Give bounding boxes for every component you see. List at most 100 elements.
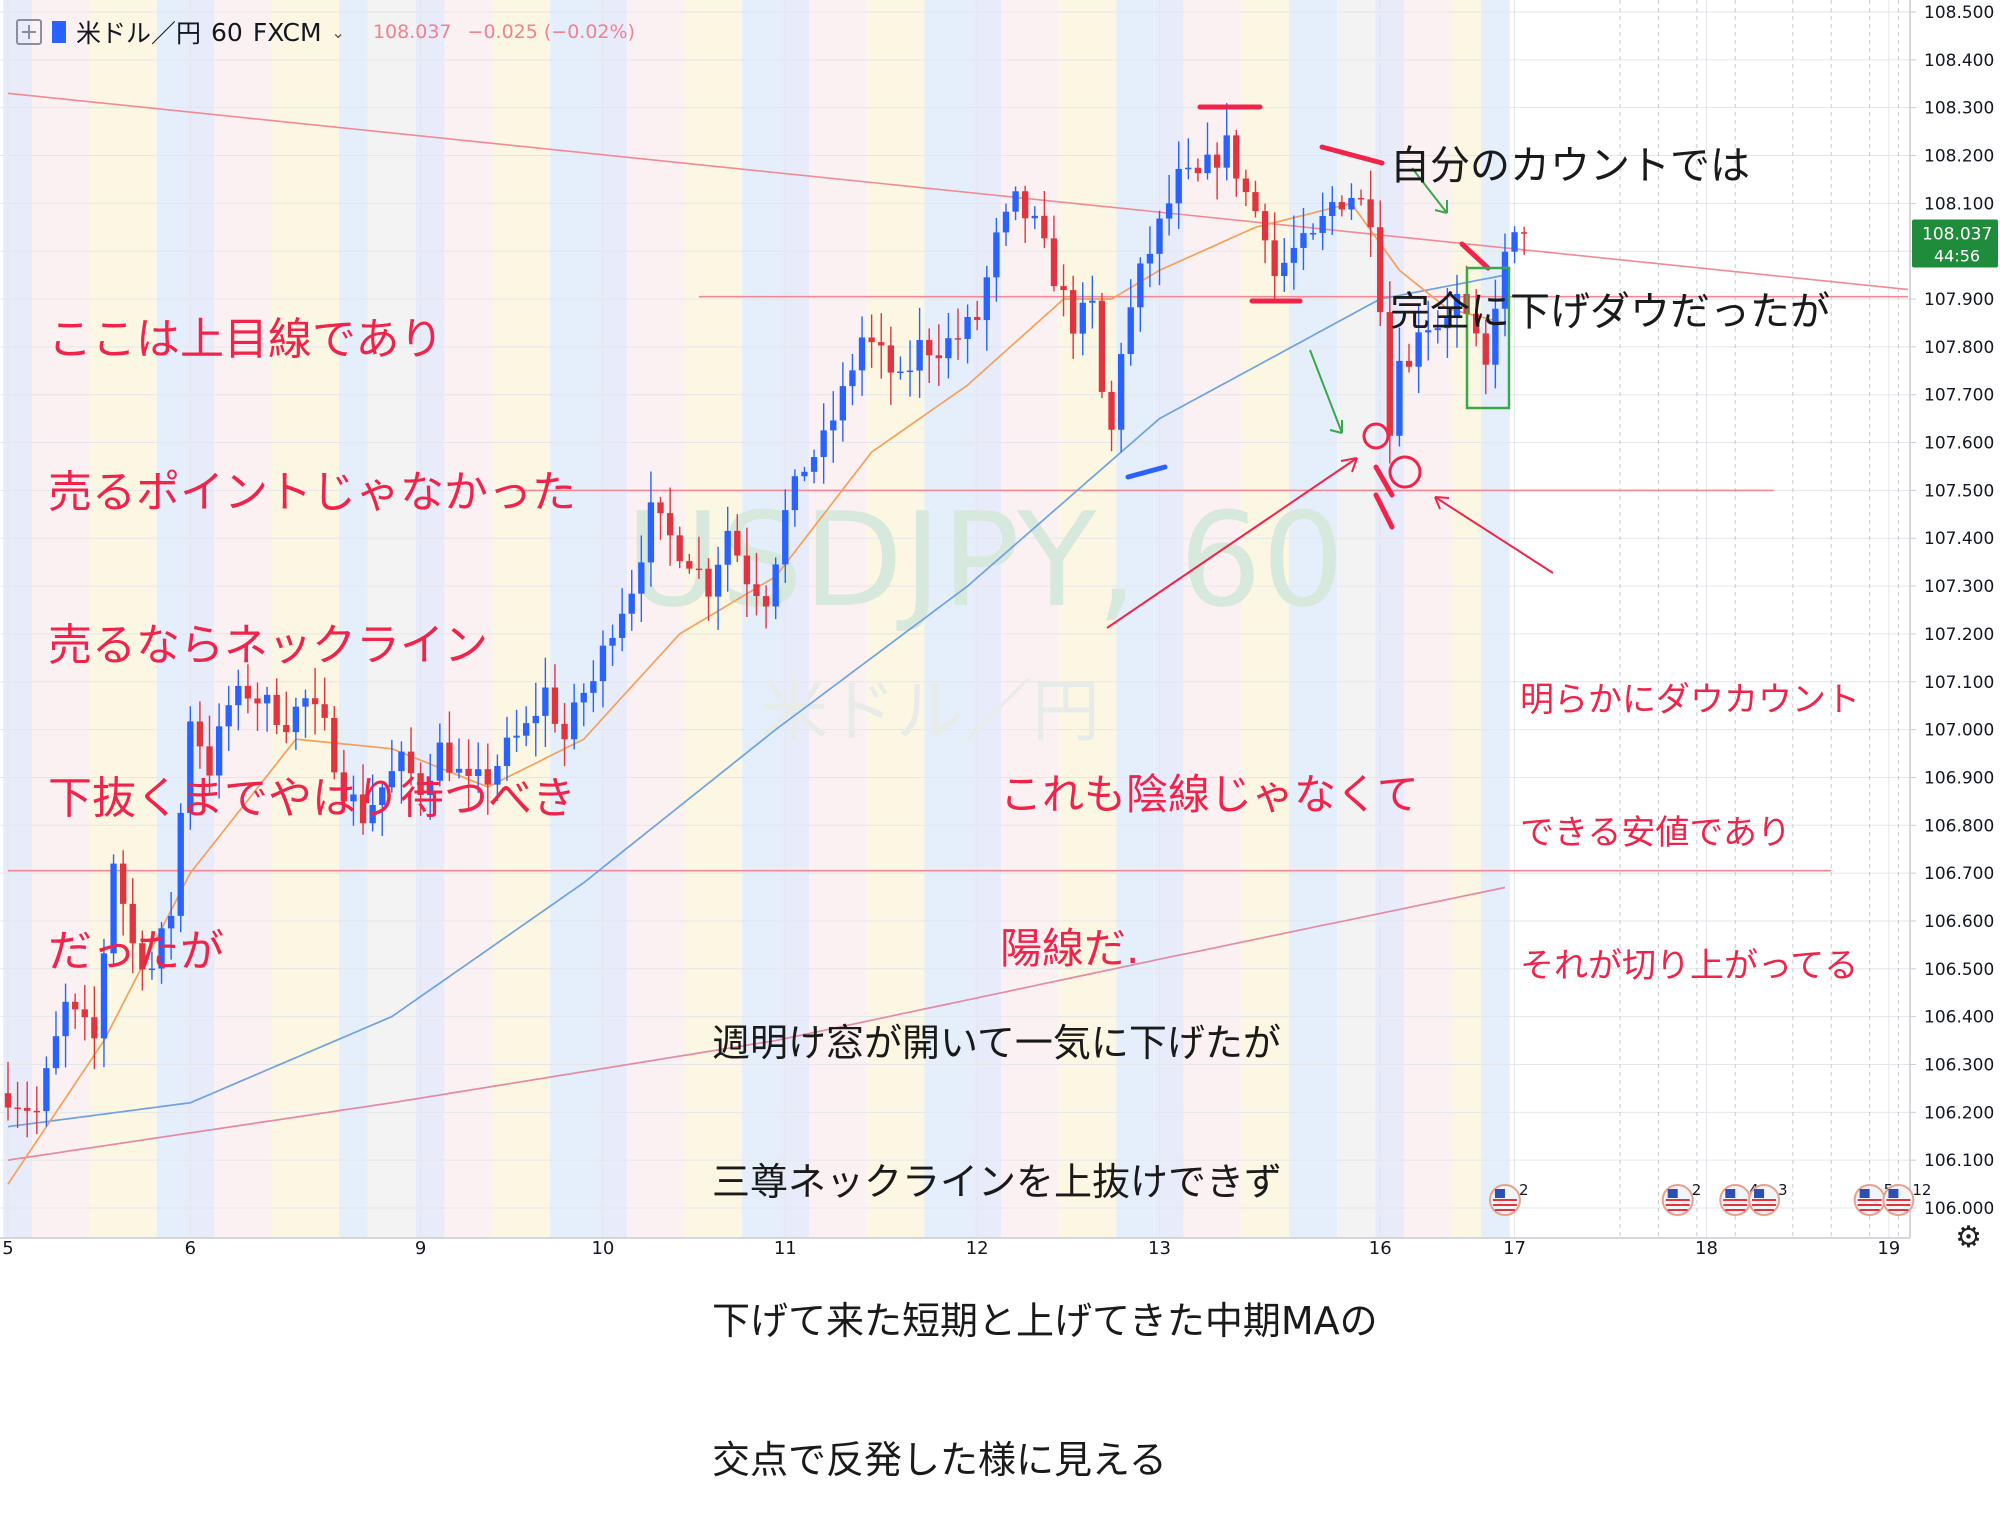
candle — [1117, 342, 1125, 453]
candle-body — [302, 698, 309, 707]
price-tick-label: 106.600 — [1924, 912, 1994, 932]
candle — [225, 685, 232, 751]
price-tick-label: 108.100 — [1924, 194, 1994, 214]
annotation-right: 明らかにダウカウント できる安値であり それが切り上がってる — [1520, 590, 1860, 1032]
candle-body — [1434, 328, 1441, 331]
candle-body — [81, 1009, 88, 1018]
candle-body — [926, 340, 933, 356]
candle — [666, 487, 674, 566]
us-flag-icon: 2 — [1661, 1181, 1701, 1216]
candle-body — [676, 535, 683, 562]
candle-body — [225, 705, 232, 727]
candle — [753, 552, 760, 616]
candle — [1434, 310, 1441, 344]
candle-body — [513, 735, 520, 738]
time-axis-bg — [0, 1238, 1910, 1263]
candle — [1041, 190, 1048, 249]
price-tick-label: 108.200 — [1924, 147, 1994, 167]
gear-icon[interactable]: ⚙ — [1955, 1220, 1982, 1255]
candle-body — [1012, 191, 1019, 212]
candle-body — [1425, 330, 1432, 333]
candle-body — [532, 715, 539, 724]
candle-body — [1520, 232, 1528, 234]
session-band — [31, 0, 90, 1238]
time-tick-label: 9 — [415, 1238, 426, 1259]
session-band — [866, 0, 925, 1238]
markup-arrowhead — [1329, 420, 1343, 434]
candle-body — [551, 687, 559, 724]
price-tick-label: 106.800 — [1924, 816, 1994, 836]
candle-body — [91, 1017, 98, 1039]
annotation-line: 自分のカウントでは — [1390, 142, 1750, 189]
annotation-line: 下げて来た短期と上げてきた中期MAの — [712, 1298, 1378, 1343]
broker-label[interactable]: FXCM — [252, 17, 322, 47]
candle — [513, 709, 520, 753]
candle — [830, 391, 837, 463]
candle — [1348, 183, 1355, 220]
price-tick-label: 106.200 — [1924, 1103, 1994, 1123]
session-band — [492, 0, 551, 1238]
candlestick-chart[interactable]: USDJPY, 60 米ドル／円 106.000106.100106.20010… — [0, 0, 2000, 1263]
price-tick-label: 107.000 — [1924, 721, 1994, 741]
markup-arrowhead — [1434, 200, 1448, 214]
candle-body — [244, 685, 252, 699]
candle — [292, 697, 300, 751]
candle — [1338, 195, 1346, 217]
candle-body — [628, 593, 635, 614]
candle-body — [167, 915, 175, 929]
candle — [388, 739, 396, 793]
price-tick-label: 107.800 — [1924, 338, 1994, 358]
candle-body — [666, 513, 674, 536]
time-tick-label: 18 — [1695, 1238, 1718, 1259]
candle-body — [215, 726, 223, 776]
candle-body — [331, 717, 338, 773]
candle-body — [1079, 302, 1086, 334]
candle — [1405, 343, 1413, 373]
price-tick-label: 106.100 — [1924, 1151, 1994, 1171]
symbol-name[interactable]: 米ドル／円 — [76, 19, 202, 48]
candle-body — [1041, 215, 1048, 239]
candle — [465, 739, 472, 810]
candle — [1069, 275, 1077, 359]
event-count: 3 — [1778, 1181, 1788, 1199]
candle-body — [878, 342, 885, 346]
candle-body — [791, 476, 799, 511]
candle-body — [283, 724, 290, 733]
candle-body — [542, 687, 549, 716]
chevron-down-icon[interactable]: ⌄ — [331, 22, 345, 42]
candle-body — [369, 804, 376, 824]
candle — [129, 878, 136, 974]
candle-body — [129, 903, 136, 944]
trendline — [7, 92, 1909, 291]
candle-body — [4, 1093, 12, 1108]
candle-body — [417, 773, 424, 795]
session-band — [550, 0, 599, 1238]
candle — [686, 553, 693, 574]
candle — [14, 1081, 21, 1128]
candle — [1175, 141, 1182, 229]
price-axis: 106.000 106.100 106.200 106.300 106.400 106.5… — [1909, 0, 2000, 1263]
candle-body — [14, 1107, 21, 1110]
annotation-line: 交点で反発した様に見える — [712, 1437, 1167, 1482]
candle-body — [523, 723, 530, 736]
price-tick-label: 107.600 — [1924, 434, 1994, 454]
candle — [1194, 158, 1202, 182]
candle-body — [254, 698, 261, 704]
candle — [532, 682, 539, 757]
expand-icon[interactable] — [16, 19, 42, 45]
candle — [1165, 174, 1173, 236]
event-stripes — [1665, 1199, 1690, 1211]
time-tick-label: 11 — [774, 1238, 797, 1259]
candle — [580, 683, 587, 727]
markup-stroke — [1319, 144, 1385, 166]
candle-body — [321, 704, 328, 718]
candle-body — [734, 530, 741, 556]
interval-label[interactable]: 60 — [211, 17, 243, 47]
candle — [1050, 215, 1058, 292]
candle-body — [398, 751, 405, 772]
candle-body — [1405, 360, 1413, 367]
candle — [100, 938, 108, 1068]
watermark-symbol: USDJPY, 60 — [625, 484, 1344, 636]
candle — [1223, 103, 1230, 181]
candle — [369, 774, 376, 832]
